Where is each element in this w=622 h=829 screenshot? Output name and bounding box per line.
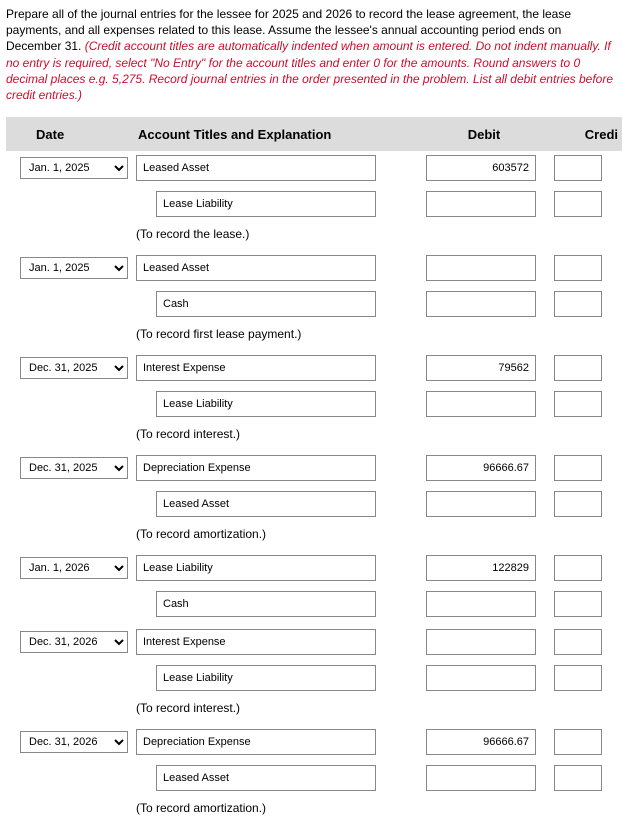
debit-input[interactable] — [426, 391, 536, 417]
date-select[interactable]: Jan. 1, 2025 — [20, 157, 128, 179]
journal-entry: Dec. 31, 2025 (To record amortization.) — [6, 455, 622, 541]
date-select[interactable]: Dec. 31, 2026 — [20, 731, 128, 753]
credit-input[interactable] — [554, 491, 602, 517]
date-select[interactable]: Jan. 1, 2026 — [20, 557, 128, 579]
date-select[interactable]: Jan. 1, 2025 — [20, 257, 128, 279]
account-title-input[interactable] — [136, 555, 376, 581]
credit-input[interactable] — [554, 191, 602, 217]
account-title-input[interactable] — [136, 455, 376, 481]
account-title-input[interactable] — [156, 765, 376, 791]
account-title-input[interactable] — [136, 629, 376, 655]
account-title-input[interactable] — [136, 255, 376, 281]
account-title-input[interactable] — [136, 729, 376, 755]
entries-container: Jan. 1, 2025(To record the lease.)Jan. 1… — [6, 151, 622, 815]
debit-input[interactable] — [426, 491, 536, 517]
entry-description: (To record amortization.) — [6, 527, 622, 541]
header-acct: Account Titles and Explanation — [136, 127, 404, 142]
instructions: Prepare all of the journal entries for t… — [6, 6, 622, 103]
account-title-input[interactable] — [136, 155, 376, 181]
debit-input[interactable] — [426, 665, 536, 691]
entry-description: (To record the lease.) — [6, 227, 622, 241]
credit-input[interactable] — [554, 591, 602, 617]
header-debit: Debit — [404, 127, 564, 142]
debit-input[interactable] — [426, 191, 536, 217]
debit-input[interactable] — [426, 765, 536, 791]
debit-input[interactable] — [426, 355, 536, 381]
credit-input[interactable] — [554, 255, 602, 281]
date-select[interactable]: Dec. 31, 2025 — [20, 457, 128, 479]
entry-description: (To record interest.) — [6, 427, 622, 441]
entry-description: (To record amortization.) — [6, 801, 622, 815]
journal-entry: Dec. 31, 2025 (To record interest.) — [6, 355, 622, 441]
account-title-input[interactable] — [156, 591, 376, 617]
entry-description: (To record first lease payment.) — [6, 327, 622, 341]
credit-input[interactable] — [554, 455, 602, 481]
debit-input[interactable] — [426, 629, 536, 655]
credit-input[interactable] — [554, 291, 602, 317]
account-title-input[interactable] — [156, 665, 376, 691]
credit-input[interactable] — [554, 729, 602, 755]
date-select[interactable]: Dec. 31, 2025 — [20, 357, 128, 379]
account-title-input[interactable] — [156, 391, 376, 417]
journal-entry: Dec. 31, 2026 (To record amortization.) — [6, 729, 622, 815]
account-title-input[interactable] — [156, 191, 376, 217]
debit-input[interactable] — [426, 291, 536, 317]
account-title-input[interactable] — [156, 491, 376, 517]
credit-input[interactable] — [554, 391, 602, 417]
journal-entry: Jan. 1, 2025 (To record first lease payme… — [6, 255, 622, 341]
debit-input[interactable] — [426, 555, 536, 581]
account-title-input[interactable] — [156, 291, 376, 317]
account-title-input[interactable] — [136, 355, 376, 381]
credit-input[interactable] — [554, 555, 602, 581]
debit-input[interactable] — [426, 255, 536, 281]
debit-input[interactable] — [426, 729, 536, 755]
header-date: Date — [6, 127, 136, 142]
debit-input[interactable] — [426, 155, 536, 181]
journal-entry: Dec. 31, 2026 (To record interest.) — [6, 629, 622, 715]
credit-input[interactable] — [554, 629, 602, 655]
header-credit: Credi — [564, 127, 622, 142]
credit-input[interactable] — [554, 155, 602, 181]
credit-input[interactable] — [554, 665, 602, 691]
journal-entry: Jan. 1, 2026 — [6, 555, 622, 617]
instructions-red: (Credit account titles are automatically… — [6, 39, 613, 102]
table-header: Date Account Titles and Explanation Debi… — [6, 117, 622, 151]
credit-input[interactable] — [554, 355, 602, 381]
date-select[interactable]: Dec. 31, 2026 — [20, 631, 128, 653]
debit-input[interactable] — [426, 591, 536, 617]
journal-entry: Jan. 1, 2025 (To record the lease.) — [6, 155, 622, 241]
debit-input[interactable] — [426, 455, 536, 481]
entry-description: (To record interest.) — [6, 701, 622, 715]
credit-input[interactable] — [554, 765, 602, 791]
